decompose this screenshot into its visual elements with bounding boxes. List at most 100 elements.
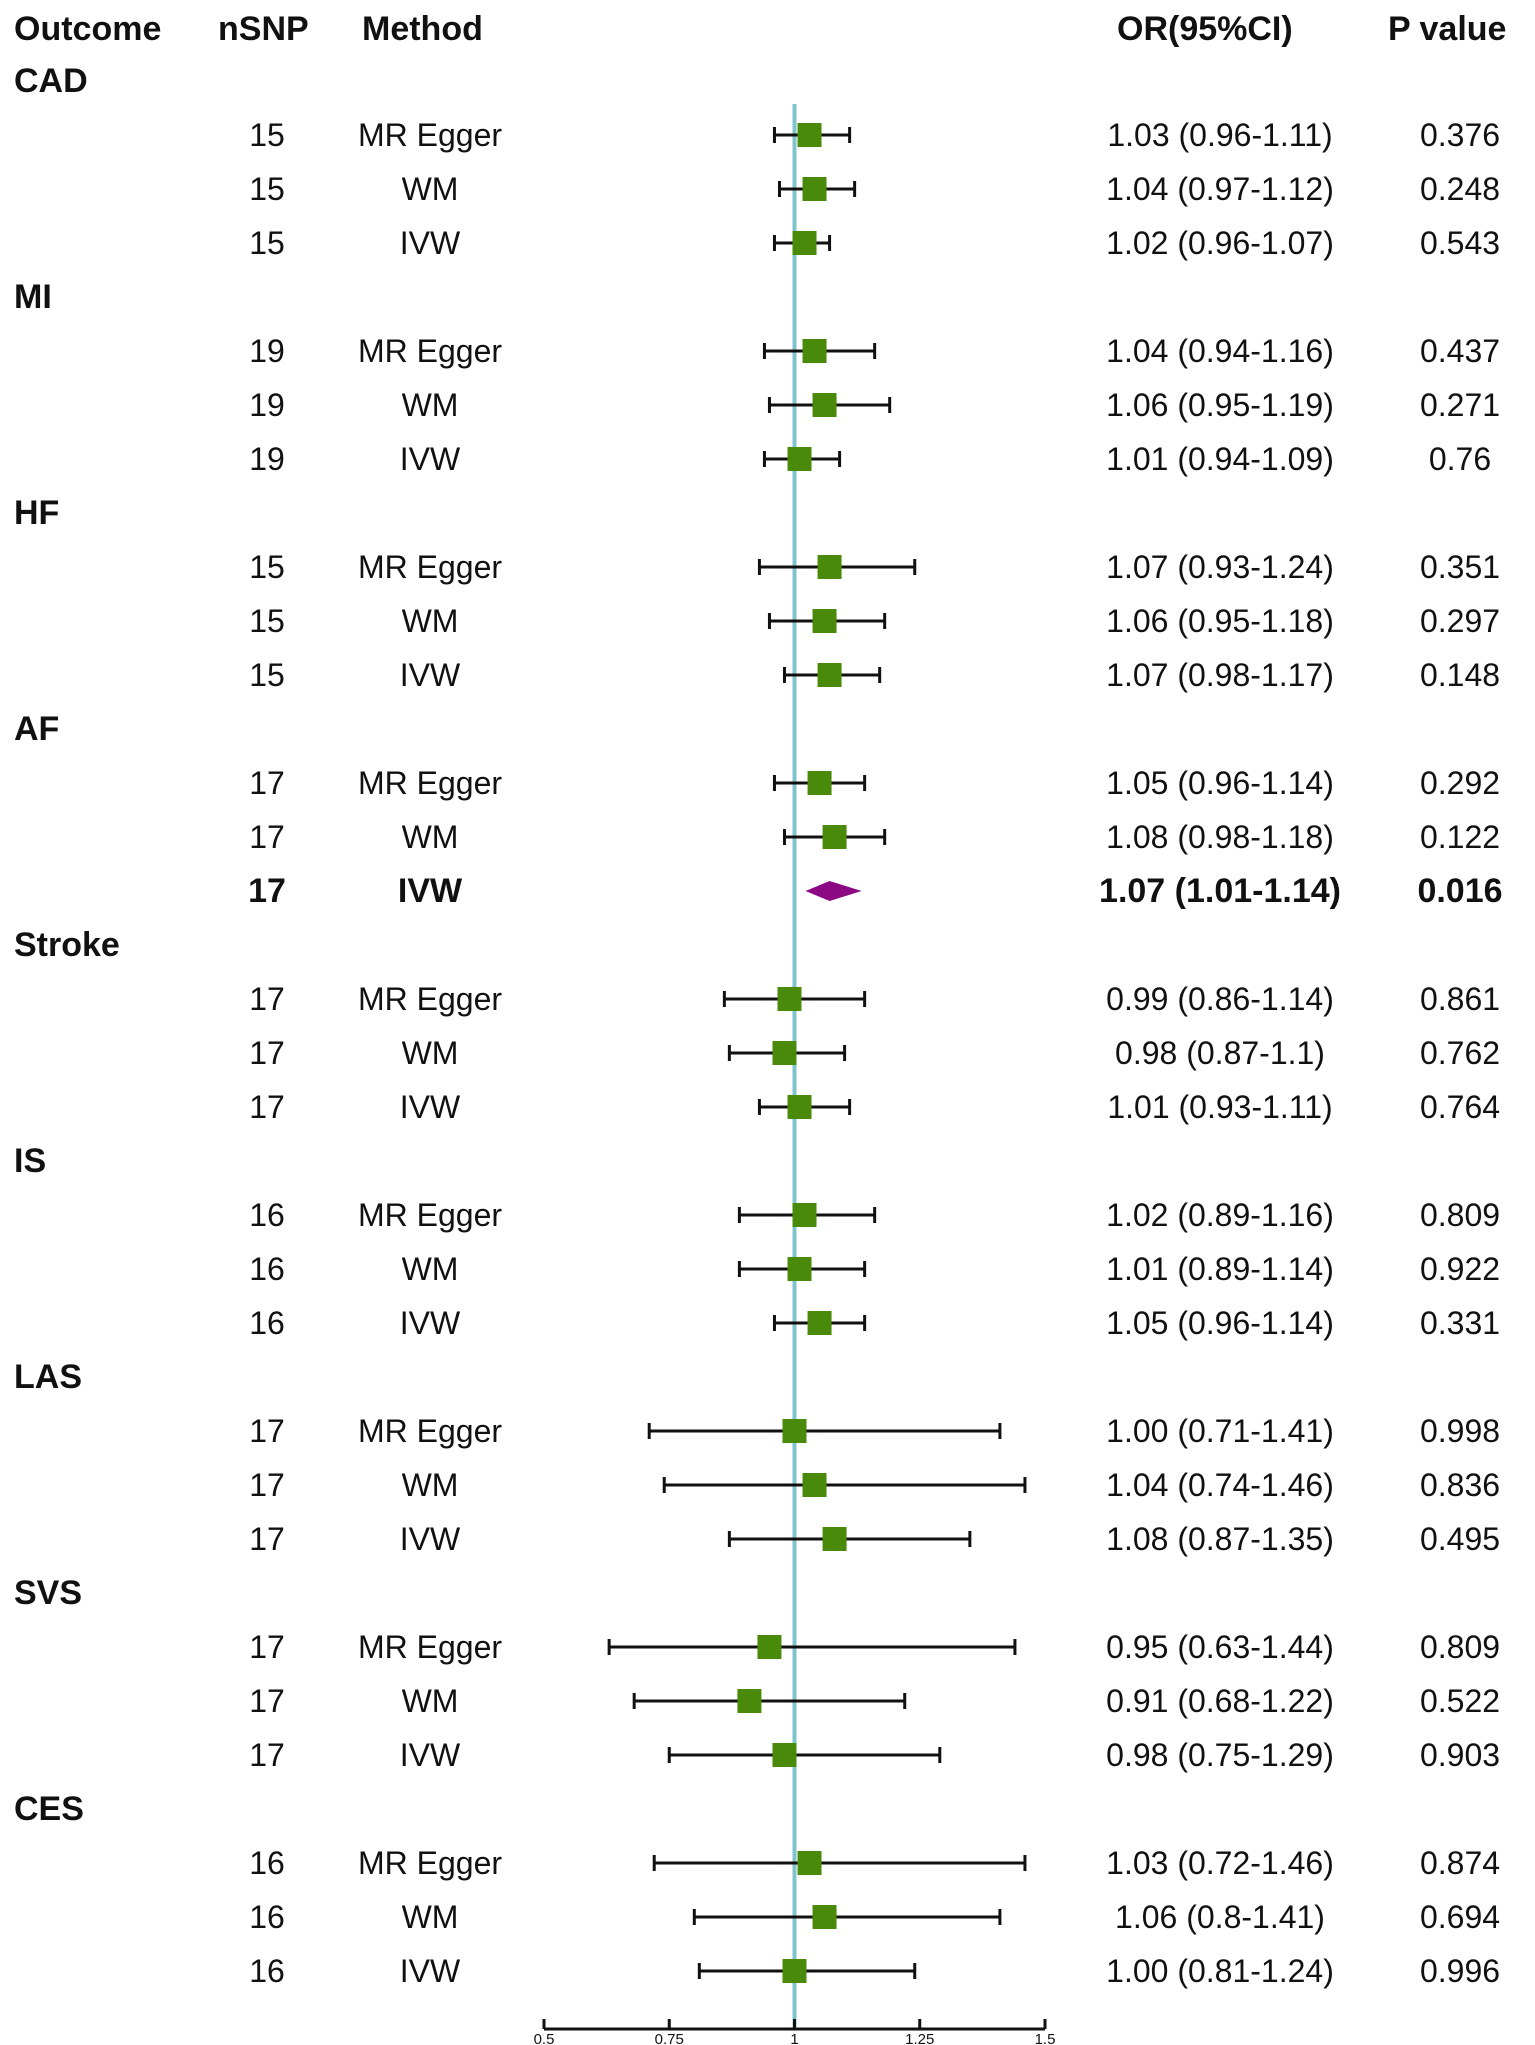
header-p-value: P value: [1388, 10, 1507, 48]
nsnp-value: 15: [249, 117, 285, 153]
point-estimate: [782, 1419, 807, 1443]
or-ci-value: 1.08 (0.87-1.35): [1106, 1521, 1334, 1557]
point-estimate: [807, 1311, 832, 1335]
nsnp-value: 17: [249, 981, 285, 1017]
p-value: 0.271: [1419, 387, 1501, 423]
method-label: MR Egger: [357, 549, 503, 585]
p-value: 0.292: [1419, 765, 1501, 801]
point-estimate: [822, 825, 847, 849]
or-ci-value: 1.03 (0.96-1.11): [1107, 117, 1333, 153]
header-nsnp: nSNP: [218, 10, 309, 48]
method-label: WM: [401, 1683, 459, 1719]
method-label: IVW: [399, 1953, 461, 1989]
x-tick-label: 1.5: [1035, 2031, 1056, 2045]
point-estimate: [802, 177, 827, 201]
nsnp-value: 19: [249, 441, 285, 477]
nsnp-value: 15: [249, 225, 285, 261]
p-value: 0.331: [1419, 1305, 1501, 1341]
header-method: Method: [362, 10, 483, 48]
method-label: WM: [401, 1467, 459, 1503]
outcome-label: AF: [14, 710, 60, 748]
or-ci-value: 1.07 (0.98-1.17): [1106, 657, 1334, 693]
method-label: MR Egger: [357, 1413, 503, 1449]
x-tick-label: 1.25: [905, 2031, 934, 2045]
or-ci-value: 1.08 (0.98-1.18): [1106, 819, 1334, 855]
nsnp-value: 17: [249, 765, 285, 801]
header-or-ci: OR(95%CI): [1117, 10, 1293, 48]
nsnp-value: 16: [249, 1899, 285, 1935]
or-ci-value: 1.04 (0.97-1.12): [1106, 171, 1334, 207]
point-estimate: [787, 447, 812, 471]
nsnp-value: 19: [249, 387, 285, 423]
point-estimate: [807, 771, 832, 795]
or-ci-value: 1.00 (0.81-1.24): [1106, 1953, 1334, 1989]
p-value: 0.694: [1419, 1899, 1501, 1935]
or-ci-value: 1.06 (0.95-1.18): [1106, 603, 1334, 639]
or-ci-value: 1.02 (0.96-1.07): [1106, 225, 1334, 261]
x-tick-label: 0.5: [534, 2031, 555, 2045]
point-estimate: [812, 1905, 837, 1929]
nsnp-value: 16: [249, 1845, 285, 1881]
method-label: MR Egger: [357, 333, 503, 369]
nsnp-value: 15: [249, 171, 285, 207]
outcome-label: IS: [14, 1142, 47, 1180]
method-label: IVW: [399, 1521, 461, 1557]
or-ci-value: 1.06 (0.8-1.41): [1115, 1899, 1325, 1935]
outcome-label: SVS: [14, 1574, 83, 1612]
p-value: 0.809: [1419, 1629, 1501, 1665]
outcome-label: CES: [14, 1790, 84, 1828]
method-label: IVW: [397, 872, 463, 910]
or-ci-value: 1.07 (0.93-1.24): [1106, 549, 1334, 585]
p-value: 0.998: [1419, 1413, 1501, 1449]
outcome-label: Stroke: [14, 926, 120, 964]
nsnp-value: 17: [248, 872, 286, 910]
header-outcome: Outcome: [14, 10, 162, 48]
or-ci-value: 1.01 (0.89-1.14): [1106, 1251, 1334, 1287]
p-value: 0.903: [1419, 1737, 1501, 1773]
method-label: WM: [401, 819, 459, 855]
p-value: 0.248: [1419, 171, 1501, 207]
p-value: 0.996: [1419, 1953, 1501, 1989]
outcome-label: LAS: [14, 1358, 82, 1396]
point-estimate: [802, 339, 827, 363]
p-value: 0.836: [1419, 1467, 1501, 1503]
or-ci-value: 1.05 (0.96-1.14): [1106, 1305, 1334, 1341]
p-value: 0.764: [1419, 1089, 1501, 1125]
point-estimate: [772, 1743, 797, 1767]
or-ci-value: 1.01 (0.93-1.11): [1107, 1089, 1333, 1125]
method-label: MR Egger: [357, 1197, 503, 1233]
or-ci-value: 1.04 (0.94-1.16): [1106, 333, 1334, 369]
method-label: MR Egger: [357, 981, 503, 1017]
nsnp-value: 17: [249, 1737, 285, 1773]
point-estimate: [792, 231, 817, 255]
or-ci-value: 1.04 (0.74-1.46): [1106, 1467, 1334, 1503]
p-value: 0.874: [1419, 1845, 1501, 1881]
method-label: IVW: [399, 657, 461, 693]
method-label: MR Egger: [357, 1845, 503, 1881]
nsnp-value: 16: [249, 1251, 285, 1287]
or-ci-value: 1.07 (1.01-1.14): [1099, 872, 1341, 910]
p-value: 0.543: [1419, 225, 1501, 261]
p-value: 0.809: [1419, 1197, 1501, 1233]
method-label: WM: [401, 1035, 459, 1071]
or-ci-value: 1.01 (0.94-1.09): [1106, 441, 1334, 477]
point-estimate: [812, 393, 837, 417]
point-estimate: [797, 1851, 822, 1875]
p-value: 0.122: [1419, 819, 1501, 855]
method-label: WM: [401, 1251, 459, 1287]
p-value: 0.495: [1419, 1521, 1501, 1557]
or-ci-value: 1.06 (0.95-1.19): [1106, 387, 1334, 423]
point-estimate: [772, 1041, 797, 1065]
nsnp-value: 17: [249, 1683, 285, 1719]
point-estimate: [777, 987, 802, 1011]
p-value: 0.437: [1419, 333, 1501, 369]
or-ci-value: 1.03 (0.72-1.46): [1106, 1845, 1334, 1881]
or-ci-value: 0.98 (0.87-1.1): [1115, 1035, 1325, 1071]
point-estimate: [737, 1689, 762, 1713]
point-estimate: [782, 1959, 807, 1983]
method-label: IVW: [399, 1737, 461, 1773]
x-tick-label: 1: [790, 2031, 798, 2045]
method-label: WM: [401, 603, 459, 639]
or-ci-value: 1.05 (0.96-1.14): [1106, 765, 1334, 801]
nsnp-value: 16: [249, 1305, 285, 1341]
